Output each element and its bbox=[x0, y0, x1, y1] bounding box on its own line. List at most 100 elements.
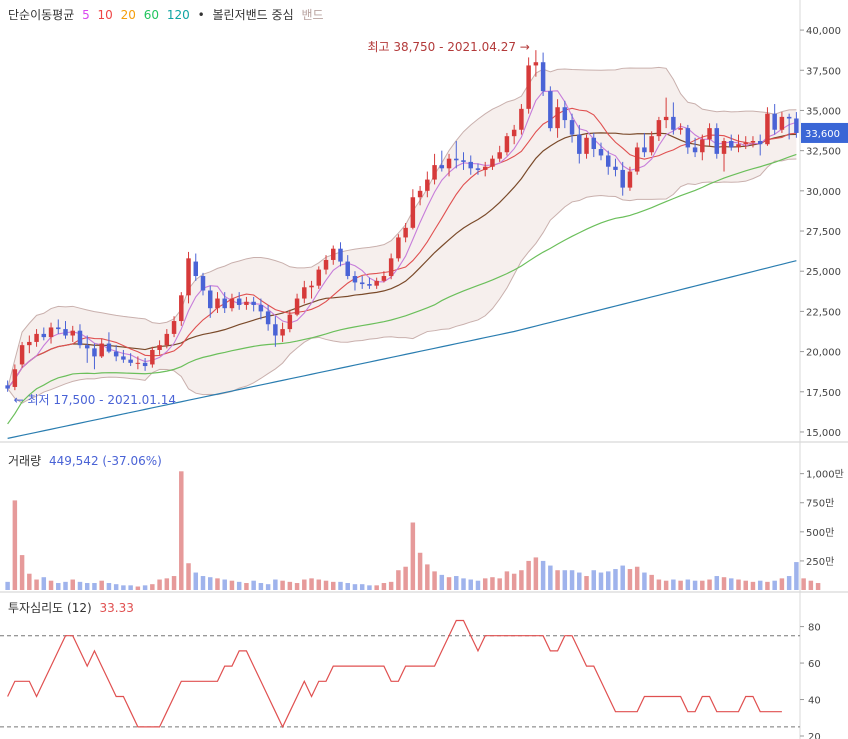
psychology-tick-label: 40 bbox=[808, 696, 821, 707]
price-tick-label: 15,000 bbox=[806, 428, 841, 439]
price-tick-label: 22,500 bbox=[806, 307, 841, 318]
ma20-line bbox=[7, 132, 797, 389]
candle-body bbox=[605, 155, 611, 167]
low-annotation: ← 최저 17,500 - 2021.01.14 bbox=[14, 393, 176, 407]
ma5-legend: 5 bbox=[82, 8, 90, 22]
volume-bar bbox=[540, 560, 546, 590]
candle-body bbox=[765, 113, 770, 145]
volume-bar bbox=[287, 581, 293, 590]
volume-tick-label: 750만 bbox=[806, 498, 834, 510]
candle-body bbox=[179, 295, 184, 322]
psychology-tick-label: 60 bbox=[808, 659, 821, 670]
candle-body bbox=[251, 301, 256, 305]
candle-body bbox=[562, 107, 568, 121]
ma120-line bbox=[7, 260, 797, 439]
candle-body bbox=[721, 140, 727, 154]
candle-body bbox=[598, 149, 604, 156]
volume-bar bbox=[338, 581, 343, 590]
candle-body bbox=[323, 259, 329, 270]
candle-body bbox=[656, 120, 662, 137]
candle-body bbox=[280, 329, 285, 336]
candle-body bbox=[193, 261, 199, 277]
candle-body bbox=[236, 298, 242, 305]
volume-bar bbox=[794, 562, 799, 590]
psychology-line bbox=[7, 619, 782, 729]
volume-bar bbox=[265, 584, 271, 590]
volume-bar bbox=[569, 570, 575, 590]
volume-legend: 거래량 449,542 (-37.06%) bbox=[8, 452, 166, 469]
volume-bar bbox=[757, 580, 763, 590]
volume-bar bbox=[656, 579, 662, 590]
volume-bar bbox=[765, 581, 770, 590]
price-tick-label: 32,500 bbox=[806, 147, 841, 158]
volume-bar bbox=[519, 570, 524, 590]
candle-body bbox=[244, 301, 249, 305]
candle-body bbox=[714, 128, 720, 154]
volume-tick-label: 1,000만 bbox=[806, 469, 844, 481]
volume-bar bbox=[671, 579, 676, 590]
candle-body bbox=[338, 248, 343, 262]
volume-bar bbox=[598, 572, 604, 590]
candle-body bbox=[48, 327, 54, 338]
ma10-legend: 10 bbox=[97, 8, 113, 22]
volume-bar bbox=[19, 555, 25, 590]
candle-body bbox=[63, 329, 68, 336]
volume-bar bbox=[294, 583, 300, 590]
candle-body bbox=[577, 134, 582, 154]
volume-bar bbox=[729, 578, 734, 590]
volume-last-value: 449,542 (-37.06%) bbox=[48, 454, 162, 468]
volume-bar bbox=[164, 578, 170, 590]
volume-bar bbox=[446, 577, 452, 590]
candle-body bbox=[569, 120, 575, 135]
volume-bar bbox=[352, 584, 358, 590]
legend-separator: • bbox=[197, 8, 205, 22]
candle-body bbox=[417, 190, 423, 198]
candle-body bbox=[584, 137, 589, 154]
volume-bar bbox=[280, 580, 285, 590]
bollinger-upper-line bbox=[7, 66, 797, 389]
candle-body bbox=[540, 62, 546, 92]
candle-body bbox=[548, 91, 553, 129]
volume-tick-label: 250만 bbox=[806, 556, 834, 568]
volume-bar bbox=[12, 500, 18, 590]
volume-bar bbox=[714, 576, 720, 590]
price-tick-label: 37,500 bbox=[806, 66, 841, 77]
volume-bar bbox=[584, 576, 589, 590]
volume-bar bbox=[403, 566, 408, 590]
volume-bar bbox=[27, 573, 32, 590]
volume-bar bbox=[309, 578, 314, 590]
psychology-legend: 투자심리도 (12) 33.33 bbox=[8, 599, 138, 616]
volume-bar bbox=[84, 583, 90, 590]
candle-body bbox=[663, 116, 669, 121]
volume-bar bbox=[99, 580, 104, 590]
candle-body bbox=[142, 362, 148, 367]
candle-body bbox=[533, 62, 539, 66]
candle-body bbox=[555, 107, 560, 129]
volume-bar bbox=[193, 572, 199, 590]
volume-bar bbox=[591, 570, 597, 590]
candle-body bbox=[729, 140, 734, 148]
candle-body bbox=[215, 298, 220, 309]
candle-body bbox=[19, 345, 25, 365]
candle-body bbox=[273, 324, 278, 336]
candle-body bbox=[425, 179, 430, 191]
candle-body bbox=[99, 343, 104, 357]
volume-bar bbox=[432, 571, 437, 590]
candle-body bbox=[70, 330, 75, 336]
volume-bar bbox=[381, 583, 387, 590]
candle-body bbox=[497, 152, 502, 159]
candle-body bbox=[692, 147, 698, 153]
candle-body bbox=[113, 351, 119, 357]
candle-body bbox=[200, 276, 206, 291]
volume-bar bbox=[801, 578, 806, 590]
candle-body bbox=[511, 129, 517, 137]
volume-title: 거래량 bbox=[8, 454, 42, 468]
volume-bar bbox=[504, 571, 510, 590]
volume-bar bbox=[186, 563, 191, 590]
volume-bar bbox=[454, 576, 459, 590]
volume-bar bbox=[323, 580, 329, 590]
volume-bar bbox=[526, 560, 531, 590]
volume-bar bbox=[410, 522, 416, 590]
volume-bar bbox=[229, 580, 235, 590]
